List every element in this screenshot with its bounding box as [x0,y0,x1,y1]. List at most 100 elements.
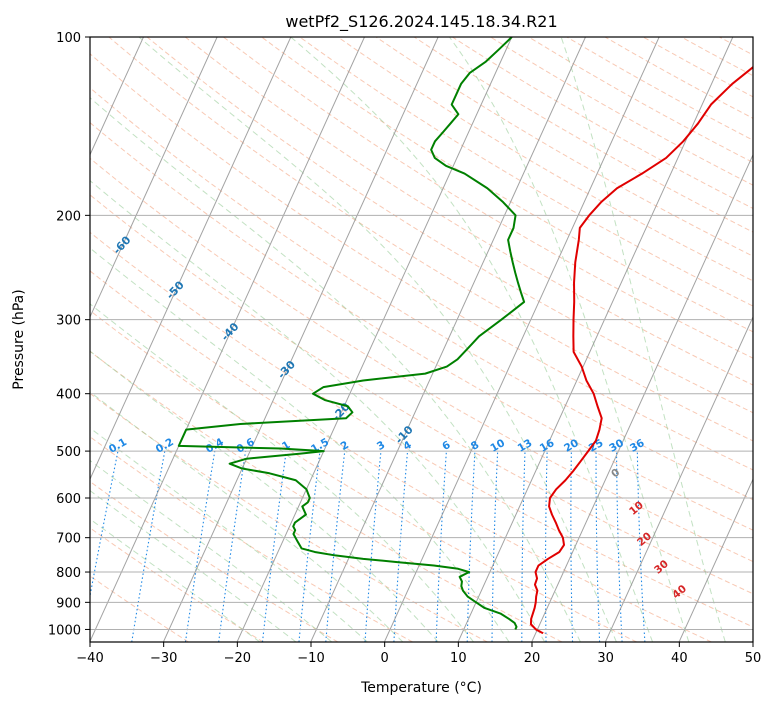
mixing-ratio-line [521,451,526,642]
isotherm-label: -40 [219,320,242,344]
mixing-ratio-label: 0.2 [154,436,176,456]
isotherm-label: -70 [60,183,83,207]
moist-adiabat-label: 30 [652,558,671,577]
moist-adiabat-label: 20 [635,530,654,549]
y-tick-label: 100 [56,31,81,46]
isotherm-line [678,477,753,642]
moist-adiabat-line [90,391,404,642]
mixing-ratio-line [435,451,447,642]
plot-area: -100-90-80-70-60-50-40-30-20-100.10.20.4… [60,37,753,642]
dry-adiabat-line [146,37,753,414]
mixing-ratio-label: 13 [516,437,535,455]
moist-adiabat-line [90,490,297,642]
isotherms [90,37,753,642]
temperature-profile-line [529,65,753,635]
moist-adiabat-line [90,97,581,642]
dry-adiabat-line [413,37,753,233]
moist-adiabat-line [90,427,368,642]
dry-adiabat-line [90,157,753,563]
dry-adiabat-line [337,37,753,282]
y-tick-label: 700 [56,532,81,547]
isotherm-label: -50 [164,278,187,302]
mixing-ratio-line [544,451,548,642]
moist-adiabat-line [90,247,510,642]
mixing-ratio-line [595,451,601,642]
isotherm-line [90,37,365,642]
isotherm-line [90,37,144,156]
mixing-ratio-label: 10 [488,437,507,455]
moist-adiabats [90,37,726,642]
dry-adiabat-line [604,37,753,119]
x-tick-label: −10 [297,651,324,666]
mixing-ratio-label: 0.6 [235,436,257,456]
moist-adiabat-line [290,37,654,642]
mixing-ratio-line [364,451,382,642]
dry-adiabat-line [90,575,189,642]
mixing-ratio-label: 16 [538,437,557,455]
mixing-ratio-label: 20 [562,437,581,455]
isotherm-line [236,37,513,642]
dry-adiabat-line [90,87,753,501]
moist-adiabat-line [138,37,617,642]
moist-adiabat-line [90,459,333,642]
mixing-ratio-line [393,451,409,642]
dry-adiabat-line [90,480,339,642]
moist-adiabat-line [449,37,690,642]
x-tick-label: 50 [745,651,762,666]
mixing-ratio-label: 0.1 [107,436,129,456]
mixing-ratio-line [131,451,166,642]
x-tick-label: 20 [524,651,541,666]
dry-adiabat-line [299,37,753,307]
x-tick-label: −30 [150,651,177,666]
y-tick-label: 600 [56,492,81,507]
y-axis-label: Pressure (hPa) [11,289,27,389]
dry-adiabat-line [90,231,753,628]
x-tick-label: −20 [224,651,251,666]
dry-adiabat-line [452,37,753,209]
isotherm-line [162,37,439,642]
in-plot-labels: -100-90-80-70-60-50-40-30-20-100.10.20.4… [60,183,689,602]
moist-adiabat-line [90,518,261,642]
isotherm-line [531,153,753,642]
isotherm-line [90,37,292,481]
x-tick-label: 0 [381,651,389,666]
mixing-ratio-line [491,451,499,642]
isotherm-line [383,37,660,642]
isotherm-label: -30 [275,358,298,382]
dry-adiabat-line [90,309,637,642]
dry-adiabat-line [528,37,753,164]
y-tick-label: 200 [56,209,81,224]
mixing-ratio-line [298,451,321,642]
y-tick-label: 400 [56,388,81,403]
dry-adiabat-line [90,350,563,642]
sounding-profiles [177,37,753,635]
y-tick-label: 1000 [48,623,81,638]
isotherm-line [310,37,586,642]
y-tick-label: 300 [56,314,81,329]
dry-adiabat-line [719,37,753,56]
y-axis: 100 200 300 400 500 600 700 800 900 1000 [48,31,90,638]
dry-adiabat-line [223,37,753,359]
mixing-ratio-lines [90,450,646,642]
pressure-gridlines [90,37,753,630]
x-tick-label: 10 [450,651,467,666]
y-tick-label: 500 [56,445,81,460]
moist-adiabat-line [560,37,726,642]
isotherm-line [90,37,218,319]
moist-adiabat-line [90,303,474,642]
isotherm-label: -60 [111,233,134,257]
dry-adiabat-line [90,392,488,642]
dry-adiabat-line [90,121,753,531]
dry-adiabat-line [90,270,712,642]
x-axis-label: Temperature (°C) [360,680,482,696]
x-tick-label: −40 [76,651,103,666]
dry-adiabat-line [184,37,753,386]
mixing-ratio-line [218,451,247,642]
mixing-ratio-line [570,451,574,642]
moist-adiabat-label: 40 [670,583,689,602]
chart-title: wetPf2_S126.2024.145.18.34.R21 [285,12,557,32]
dry-adiabat-line [566,37,753,141]
moist-adiabat-line [90,180,546,642]
plot-frame [89,36,754,643]
